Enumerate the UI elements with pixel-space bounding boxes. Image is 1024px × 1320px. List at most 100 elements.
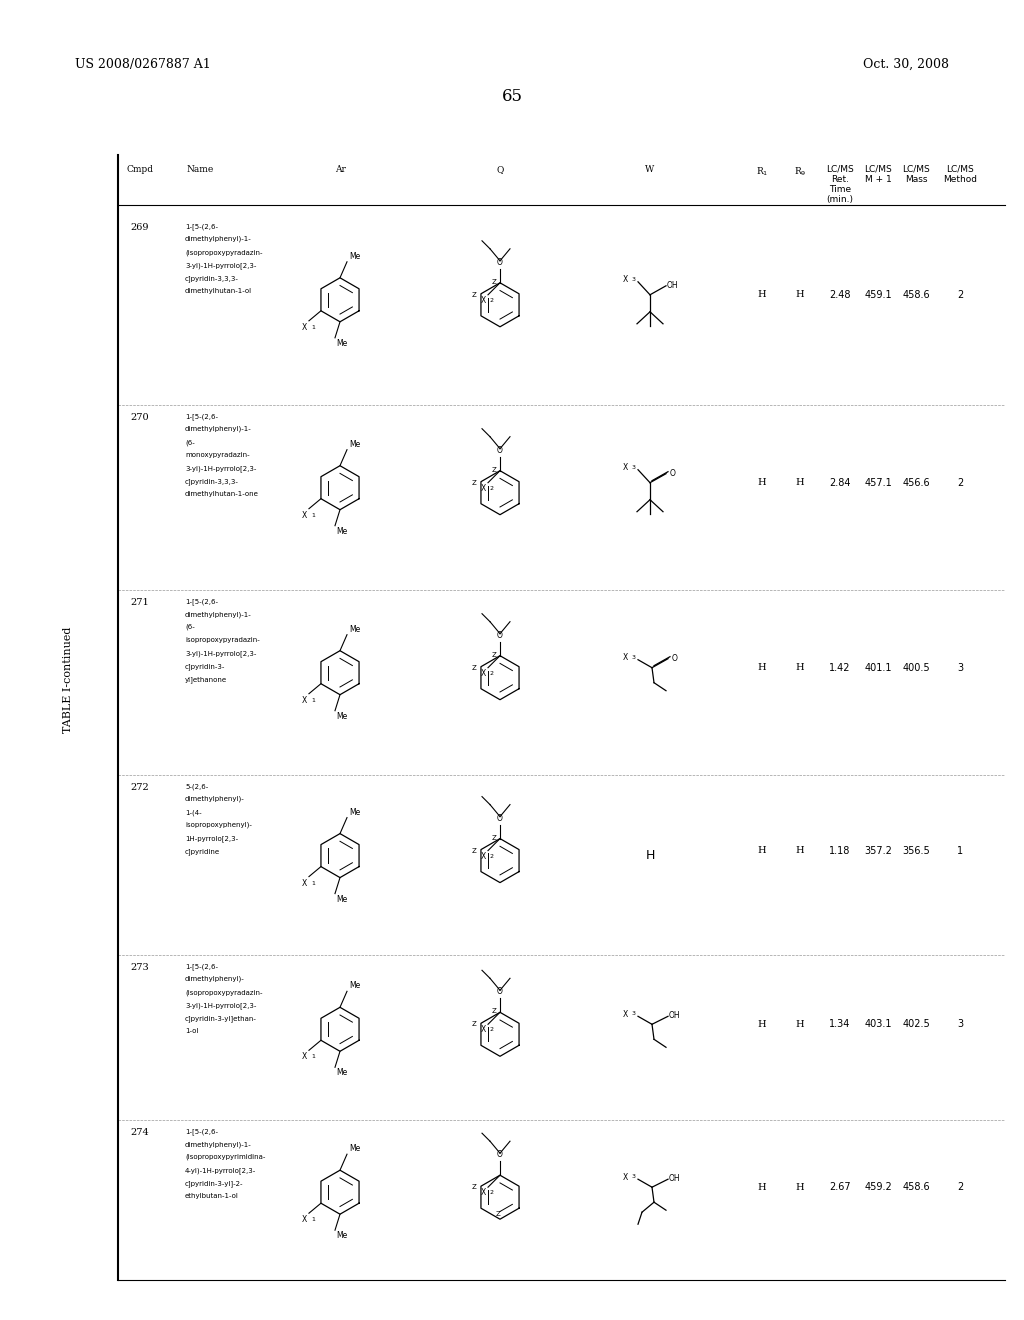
Text: c]pyridin-3,3,3-: c]pyridin-3,3,3- <box>185 478 239 484</box>
Text: dimethylphenyl)-1-: dimethylphenyl)-1- <box>185 611 252 618</box>
Text: 3-yl)-1H-pyrrolo[2,3-: 3-yl)-1H-pyrrolo[2,3- <box>185 649 256 657</box>
Text: 1.42: 1.42 <box>829 663 851 673</box>
Text: dimethylhutan-1-one: dimethylhutan-1-one <box>185 491 259 498</box>
Text: Me: Me <box>349 624 360 634</box>
Text: Z: Z <box>472 479 477 486</box>
Text: 3-yl)-1H-pyrrolo[2,3-: 3-yl)-1H-pyrrolo[2,3- <box>185 261 256 269</box>
Text: 3-yl)-1H-pyrrolo[2,3-: 3-yl)-1H-pyrrolo[2,3- <box>185 465 256 471</box>
Text: H: H <box>796 663 804 672</box>
Text: 2: 2 <box>956 478 964 487</box>
Text: 273: 273 <box>131 964 150 972</box>
Text: 402.5: 402.5 <box>902 1019 930 1030</box>
Text: X: X <box>480 1026 486 1035</box>
Text: 1: 1 <box>311 325 314 330</box>
Text: H: H <box>796 846 804 855</box>
Text: Me: Me <box>336 1232 347 1241</box>
Text: 2.67: 2.67 <box>829 1183 851 1192</box>
Text: (6-: (6- <box>185 440 195 446</box>
Text: yl]ethanone: yl]ethanone <box>185 676 227 682</box>
Text: O: O <box>497 1150 503 1159</box>
Text: H: H <box>758 1183 766 1192</box>
Text: Z: Z <box>492 834 496 841</box>
Text: 2: 2 <box>490 298 494 302</box>
Text: 3: 3 <box>632 655 636 660</box>
Text: 357.2: 357.2 <box>864 846 892 855</box>
Text: 1-ol: 1-ol <box>185 1028 199 1034</box>
Text: LC/MS: LC/MS <box>864 165 892 174</box>
Text: 1.18: 1.18 <box>829 846 851 855</box>
Text: Z: Z <box>472 847 477 854</box>
Text: H: H <box>758 290 766 300</box>
Text: Me: Me <box>349 981 360 990</box>
Text: 456.6: 456.6 <box>902 478 930 487</box>
Text: 2: 2 <box>490 1027 494 1032</box>
Text: H: H <box>758 663 766 672</box>
Text: M + 1: M + 1 <box>864 176 891 183</box>
Text: X: X <box>302 879 307 887</box>
Text: Z: Z <box>472 665 477 671</box>
Text: 356.5: 356.5 <box>902 846 930 855</box>
Text: Time: Time <box>829 185 851 194</box>
Text: Me: Me <box>349 440 360 449</box>
Text: Mass: Mass <box>905 176 928 183</box>
Text: Z: Z <box>492 467 496 473</box>
Text: X: X <box>302 511 307 520</box>
Text: H: H <box>796 1183 804 1192</box>
Text: 274: 274 <box>131 1129 150 1137</box>
Text: dimethylphenyl)-: dimethylphenyl)- <box>185 796 245 803</box>
Text: 3-yl)-1H-pyrrolo[2,3-: 3-yl)-1H-pyrrolo[2,3- <box>185 1002 256 1008</box>
Text: (6-: (6- <box>185 624 195 631</box>
Text: X: X <box>623 1172 628 1181</box>
Text: 3: 3 <box>632 465 636 470</box>
Text: 271: 271 <box>131 598 150 607</box>
Text: Me: Me <box>336 1068 347 1077</box>
Text: 4-yl)-1H-pyrrolo[2,3-: 4-yl)-1H-pyrrolo[2,3- <box>185 1167 256 1173</box>
Text: 2: 2 <box>490 1191 494 1195</box>
Text: 270: 270 <box>131 413 150 422</box>
Text: O: O <box>497 631 503 640</box>
Text: 1: 1 <box>957 846 963 855</box>
Text: Me: Me <box>336 527 347 536</box>
Text: W: W <box>645 165 654 174</box>
Text: 457.1: 457.1 <box>864 478 892 487</box>
Text: (isopropoxypyrimidina-: (isopropoxypyrimidina- <box>185 1154 265 1160</box>
Text: ethylbutan-1-ol: ethylbutan-1-ol <box>185 1193 239 1199</box>
Text: (isopropoxypyradazin-: (isopropoxypyradazin- <box>185 989 262 995</box>
Text: Ret.: Ret. <box>831 176 849 183</box>
Text: 5-(2,6-: 5-(2,6- <box>185 783 208 789</box>
Text: 2.48: 2.48 <box>829 290 851 300</box>
Text: monoxypyradazin-: monoxypyradazin- <box>185 451 250 458</box>
Text: 1.34: 1.34 <box>829 1019 851 1030</box>
Text: LC/MS: LC/MS <box>826 165 854 174</box>
Text: 2: 2 <box>490 671 494 676</box>
Text: Method: Method <box>943 176 977 183</box>
Text: 1-[5-(2,6-: 1-[5-(2,6- <box>185 1129 218 1135</box>
Text: 1-[5-(2,6-: 1-[5-(2,6- <box>185 223 218 230</box>
Text: 3: 3 <box>632 277 636 281</box>
Text: X: X <box>302 1052 307 1061</box>
Text: TABLE I-continued: TABLE I-continued <box>63 627 73 733</box>
Text: 1: 1 <box>311 880 314 886</box>
Text: 1: 1 <box>311 1055 314 1059</box>
Text: c]pyridine: c]pyridine <box>185 847 220 855</box>
Text: H: H <box>645 849 654 862</box>
Text: 1-[5-(2,6-: 1-[5-(2,6- <box>185 413 218 420</box>
Text: 400.5: 400.5 <box>902 663 930 673</box>
Text: Cmpd: Cmpd <box>127 165 154 174</box>
Text: 272: 272 <box>131 783 150 792</box>
Text: 403.1: 403.1 <box>864 1019 892 1030</box>
Text: X: X <box>623 276 628 284</box>
Text: 459.1: 459.1 <box>864 290 892 300</box>
Text: X: X <box>623 463 628 473</box>
Text: c]pyridin-3-: c]pyridin-3- <box>185 663 225 669</box>
Text: OH: OH <box>667 281 679 290</box>
Text: 1-[5-(2,6-: 1-[5-(2,6- <box>185 598 218 605</box>
Text: Me: Me <box>336 711 347 721</box>
Text: c]pyridin-3-yl]ethan-: c]pyridin-3-yl]ethan- <box>185 1015 257 1022</box>
Text: dimethylphenyl)-1-: dimethylphenyl)-1- <box>185 236 252 243</box>
Text: 2: 2 <box>490 486 494 491</box>
Text: 1: 1 <box>311 698 314 702</box>
Text: 1-[5-(2,6-: 1-[5-(2,6- <box>185 964 218 970</box>
Text: OH: OH <box>669 1173 681 1183</box>
Text: Me: Me <box>336 895 347 904</box>
